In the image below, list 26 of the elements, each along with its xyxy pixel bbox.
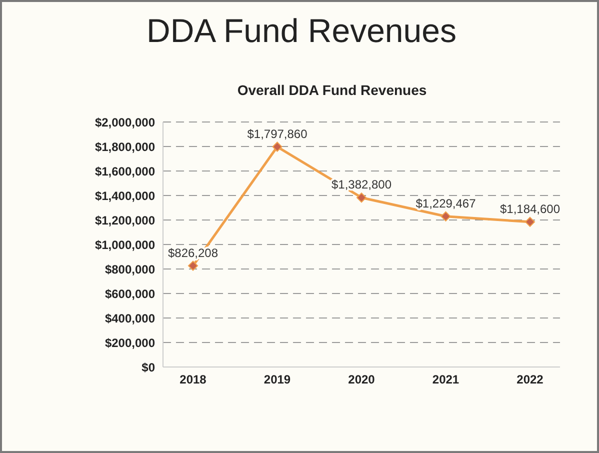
point <box>356 192 366 203</box>
y-tick-label: $200,000 <box>104 336 156 350</box>
data-label: $1,797,860 <box>247 126 308 141</box>
point <box>188 260 198 271</box>
y-tick-label: $1,200,000 <box>94 213 156 228</box>
y-tick-label: $1,600,000 <box>94 164 156 178</box>
data-label: $1,229,467 <box>416 196 476 210</box>
y-tick-label: $800,000 <box>104 262 156 276</box>
chart-subtitle: Overall DDA Fund Revenues <box>236 82 428 98</box>
y-tick-label: $600,000 <box>104 286 156 301</box>
y-tick-label: $400,000 <box>104 311 156 326</box>
x-tick-label: 2021 <box>432 372 460 387</box>
y-tick-label: $1,800,000 <box>94 140 156 154</box>
y-tick-label: $1,000,000 <box>94 238 156 252</box>
chart-title: DDA Fund Revenues <box>145 12 458 50</box>
x-tick-label: 2022 <box>516 372 544 387</box>
point <box>272 142 282 152</box>
point <box>440 211 451 222</box>
x-tick-label: 2018 <box>180 372 207 387</box>
y-tick-label: $1,400,000 <box>94 188 156 203</box>
x-tick-label: 2019 <box>264 372 291 387</box>
y-tick-label: $2,000,000 <box>94 115 156 130</box>
point <box>525 216 535 227</box>
x-tick-label: 2020 <box>348 372 376 387</box>
y-tick-label: $0 <box>142 360 156 374</box>
data-label: $1,184,600 <box>500 202 560 216</box>
